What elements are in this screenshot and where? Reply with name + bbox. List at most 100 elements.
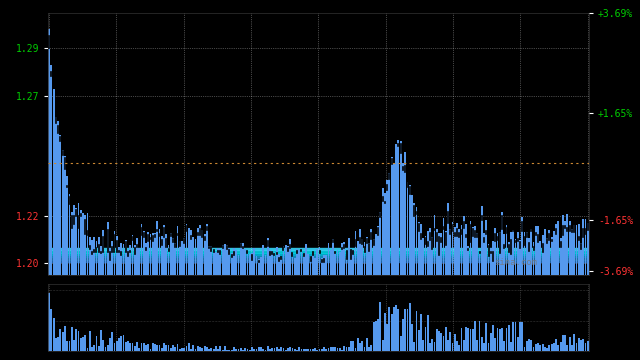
Bar	[440, 333, 442, 351]
Bar	[145, 243, 147, 275]
Bar	[116, 236, 118, 275]
Bar	[145, 345, 147, 351]
Bar	[170, 233, 172, 275]
Bar	[237, 349, 239, 351]
Bar	[337, 348, 339, 351]
Bar	[321, 348, 323, 351]
Bar	[51, 309, 52, 351]
Bar	[424, 327, 426, 351]
Bar	[517, 337, 519, 351]
Bar	[384, 313, 386, 351]
Bar	[366, 238, 368, 275]
Bar	[303, 253, 305, 275]
Bar	[48, 250, 589, 253]
Bar	[465, 327, 467, 351]
Bar	[504, 341, 505, 351]
Bar	[204, 234, 205, 275]
Bar	[107, 222, 109, 275]
Bar	[535, 344, 537, 351]
Bar	[221, 350, 223, 351]
Bar	[150, 349, 152, 351]
Bar	[184, 348, 185, 351]
Bar	[319, 247, 321, 275]
Bar	[557, 345, 559, 351]
Bar	[303, 349, 305, 351]
Bar	[485, 323, 487, 351]
Bar	[461, 328, 462, 351]
Bar	[159, 229, 161, 275]
Bar	[411, 195, 413, 275]
Bar	[519, 322, 521, 351]
Bar	[226, 350, 228, 351]
Bar	[95, 241, 97, 275]
Bar	[472, 329, 474, 351]
Bar	[355, 347, 356, 351]
Bar	[298, 249, 300, 275]
Bar	[323, 347, 325, 351]
Bar	[458, 229, 460, 275]
Bar	[348, 347, 349, 351]
Bar	[522, 217, 524, 275]
Bar	[472, 227, 474, 275]
Bar	[228, 248, 230, 275]
Bar	[113, 343, 115, 351]
Bar	[242, 243, 244, 275]
Bar	[479, 251, 481, 275]
Bar	[280, 347, 282, 351]
Bar	[544, 347, 546, 351]
Bar	[381, 188, 383, 275]
Bar	[312, 252, 314, 275]
Bar	[506, 225, 508, 275]
Bar	[82, 337, 84, 351]
Bar	[445, 327, 447, 351]
Bar	[310, 256, 312, 275]
Bar	[515, 322, 516, 351]
Bar	[431, 237, 433, 275]
Bar	[433, 215, 435, 275]
Bar	[404, 309, 406, 351]
Bar	[100, 246, 102, 275]
Bar	[391, 157, 392, 275]
Bar	[179, 241, 180, 275]
Bar	[215, 346, 217, 351]
Bar	[433, 342, 435, 351]
Bar	[449, 332, 451, 351]
Bar	[553, 343, 555, 351]
Bar	[253, 349, 255, 351]
Bar	[386, 180, 388, 275]
Bar	[377, 319, 379, 351]
Bar	[165, 345, 167, 351]
Bar	[181, 348, 183, 351]
Bar	[305, 244, 307, 275]
Bar	[578, 338, 580, 351]
Bar	[52, 318, 54, 351]
Bar	[48, 253, 589, 255]
Bar	[580, 340, 582, 351]
Bar	[80, 338, 81, 351]
Bar	[195, 349, 196, 351]
Bar	[118, 338, 120, 351]
Bar	[237, 255, 239, 275]
Bar	[278, 348, 280, 351]
Bar	[89, 237, 91, 275]
Bar	[125, 240, 127, 275]
Bar	[540, 345, 541, 351]
Bar	[84, 216, 86, 275]
Bar	[546, 238, 548, 275]
Bar	[357, 338, 359, 351]
Bar	[406, 309, 408, 351]
Bar	[221, 245, 223, 275]
Bar	[132, 234, 133, 275]
Bar	[513, 322, 514, 351]
Bar	[236, 350, 237, 351]
Bar	[422, 340, 424, 351]
Bar	[98, 346, 100, 351]
Bar	[197, 346, 199, 351]
Bar	[350, 341, 352, 351]
Bar	[393, 165, 395, 275]
Bar	[391, 314, 392, 351]
Bar	[497, 233, 499, 275]
Bar	[251, 347, 253, 351]
Bar	[109, 338, 111, 351]
Bar	[170, 348, 172, 351]
